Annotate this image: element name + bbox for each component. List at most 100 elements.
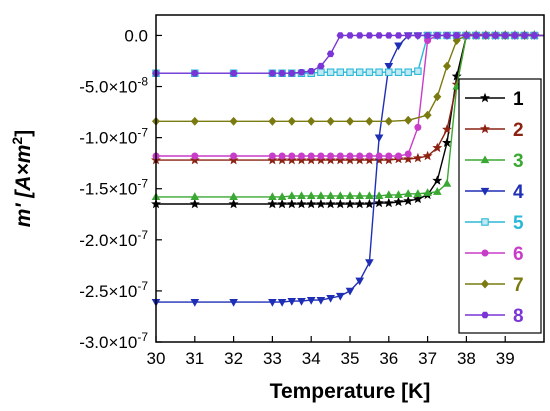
legend: 1 2 3 4 5 6 7 8 xyxy=(458,78,542,334)
data-point xyxy=(335,191,345,199)
data-point xyxy=(403,153,414,164)
data-point xyxy=(423,188,432,196)
data-point xyxy=(268,299,277,307)
data-point xyxy=(277,154,288,165)
legend-entry-8: 8 xyxy=(465,306,524,327)
data-point xyxy=(267,198,278,209)
legend-marker xyxy=(481,311,489,319)
data-point xyxy=(520,32,529,39)
data-point xyxy=(355,32,364,39)
data-point xyxy=(306,191,316,199)
data-point xyxy=(355,68,364,76)
x-axis: 30 31 32 33 34 35 36 37 38 39 xyxy=(147,336,515,368)
data-point xyxy=(403,189,413,197)
legend-marker xyxy=(480,92,490,103)
data-point xyxy=(365,68,374,76)
data-point xyxy=(423,32,432,39)
data-point xyxy=(326,294,335,303)
data-point xyxy=(317,68,325,76)
y-tick-label-exponent: -7 xyxy=(137,126,148,140)
data-point xyxy=(412,152,423,163)
data-point xyxy=(412,193,423,204)
data-point xyxy=(315,154,326,165)
data-point xyxy=(375,32,383,39)
y-tick-label-main: 0.0 xyxy=(124,26,148,45)
data-point xyxy=(315,198,326,209)
data-point xyxy=(355,191,365,199)
data-point xyxy=(268,70,277,77)
y-tick-label-main: -5.0×10 xyxy=(79,78,137,97)
data-point xyxy=(287,298,297,306)
data-point xyxy=(433,92,442,102)
data-point xyxy=(385,32,393,39)
y-tick-label: -2.0×10-7 xyxy=(79,228,148,250)
data-point xyxy=(297,152,305,160)
data-point xyxy=(345,154,355,165)
x-tick-label: 32 xyxy=(224,349,243,368)
data-point xyxy=(433,32,442,39)
data-point xyxy=(414,32,422,39)
legend-label: 5 xyxy=(513,213,524,234)
y-tick-label: -5.0×10-8 xyxy=(79,75,148,97)
data-point xyxy=(501,32,509,39)
data-point xyxy=(296,198,307,209)
y-tick-label-exponent: -7 xyxy=(137,279,148,293)
x-tick-label: 30 xyxy=(147,349,166,368)
y-tick-label: 0.0 xyxy=(124,26,148,45)
data-point xyxy=(288,152,296,160)
data-point xyxy=(345,116,355,126)
data-point xyxy=(394,32,403,39)
data-point xyxy=(442,178,452,187)
data-point xyxy=(297,191,306,199)
y-tick-label-main: -3.0×10 xyxy=(79,333,137,352)
data-point xyxy=(442,137,452,147)
data-point xyxy=(442,124,452,134)
data-point xyxy=(317,62,325,70)
data-point xyxy=(326,50,335,58)
data-point xyxy=(384,190,394,198)
legend-box xyxy=(458,78,542,334)
data-point xyxy=(356,152,364,160)
x-tick-label: 34 xyxy=(302,349,321,368)
data-point xyxy=(422,150,433,161)
data-point xyxy=(345,198,355,209)
data-point xyxy=(336,152,344,160)
data-point xyxy=(374,134,384,143)
data-point xyxy=(365,116,374,126)
data-point xyxy=(432,187,442,195)
data-point xyxy=(432,175,443,185)
legend-label: 7 xyxy=(513,275,524,296)
data-point xyxy=(354,198,365,209)
x-axis-label: Temperature [K] xyxy=(270,380,431,403)
data-point xyxy=(385,152,393,160)
data-point xyxy=(189,198,200,209)
data-point xyxy=(472,32,480,39)
data-point xyxy=(365,191,374,199)
data-point xyxy=(375,152,383,160)
legend-entry-3: 3 xyxy=(465,151,524,172)
legend-label: 1 xyxy=(513,89,524,110)
y-axis: 0.0-5.0×10-8-1.0×10-7-1.5×10-7-2.0×10-7-… xyxy=(79,26,162,352)
data-point xyxy=(326,116,335,126)
legend-marker xyxy=(481,249,489,257)
y-tick-label-exponent: -8 xyxy=(137,75,148,89)
data-point xyxy=(191,152,199,160)
legend-entry-1: 1 xyxy=(465,89,524,110)
data-point xyxy=(296,154,307,165)
legend-marker xyxy=(480,123,490,134)
data-point xyxy=(317,152,325,160)
data-point xyxy=(327,152,335,160)
legend-label: 4 xyxy=(513,182,524,203)
data-point xyxy=(277,192,287,200)
data-point xyxy=(346,68,354,76)
data-point xyxy=(288,70,296,77)
data-point xyxy=(511,32,519,39)
series-8 xyxy=(152,32,544,77)
series-line xyxy=(156,34,544,74)
data-point xyxy=(297,68,306,76)
legend-label: 3 xyxy=(513,151,524,172)
data-point xyxy=(306,154,317,165)
data-point xyxy=(355,277,365,286)
data-point xyxy=(316,297,326,305)
y-tick-label: -1.5×10-7 xyxy=(79,177,148,199)
